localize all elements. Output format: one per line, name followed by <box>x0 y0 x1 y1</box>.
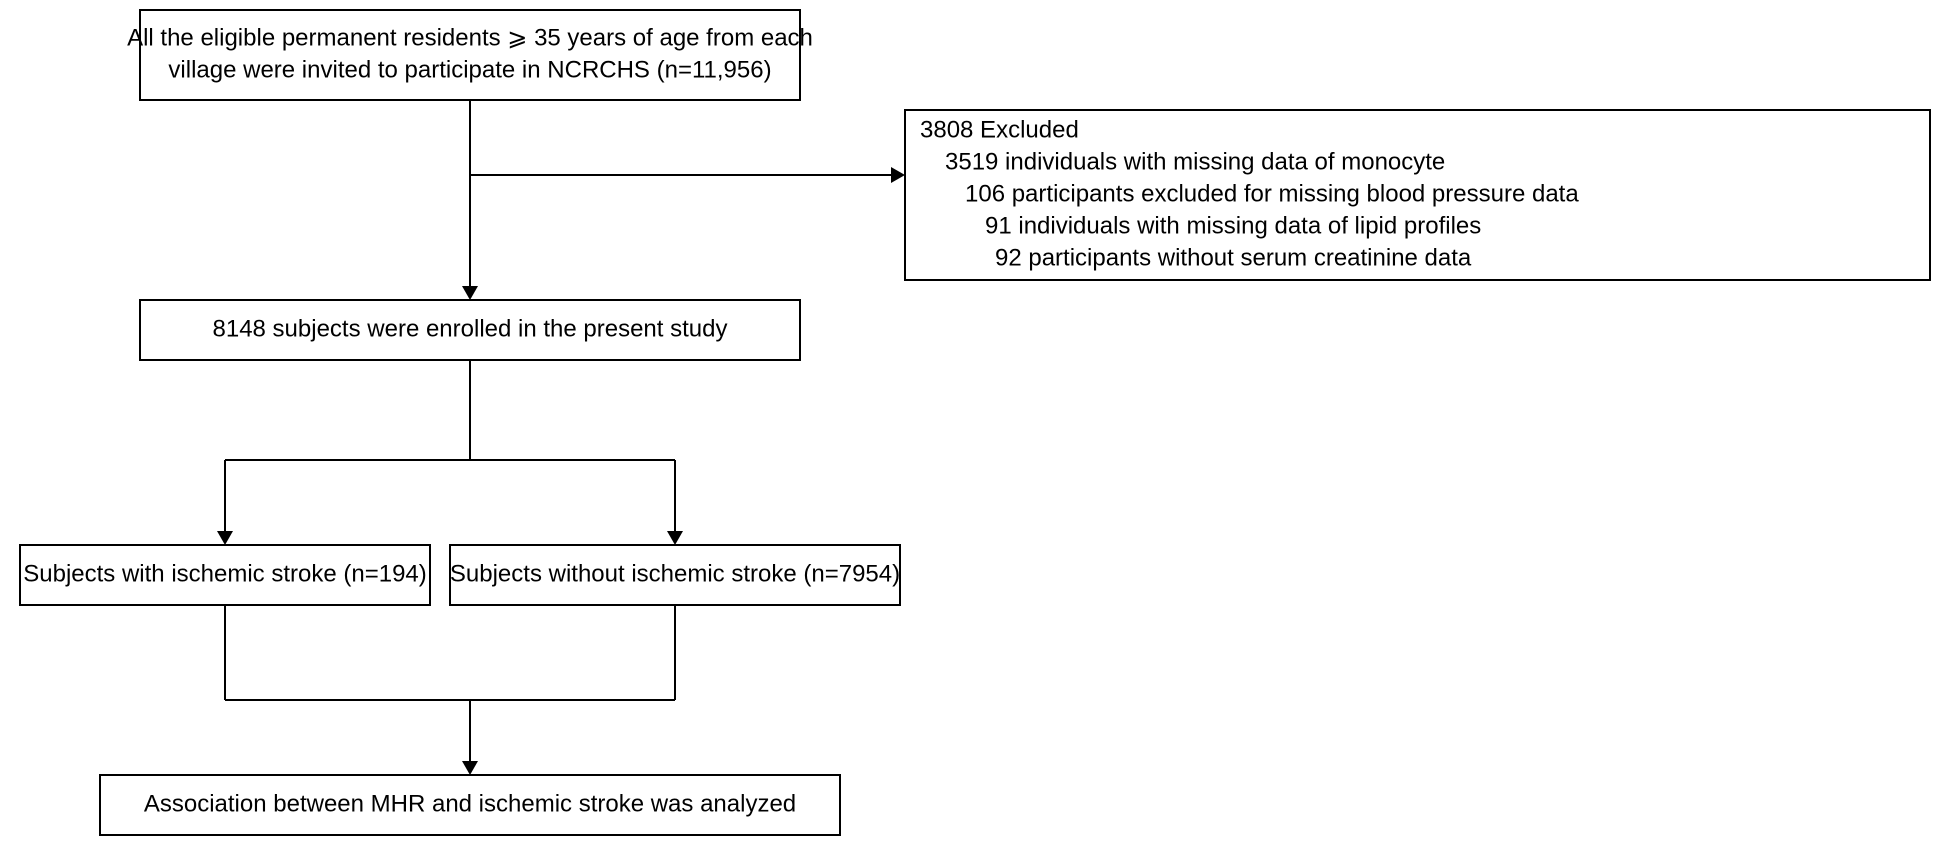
svg-text:92 participants without serum: 92 participants without serum creatinine… <box>995 244 1472 271</box>
svg-text:Subjects without ischemic stro: Subjects without ischemic stroke (n=7954… <box>450 560 900 587</box>
svg-text:All the eligible permanent res: All the eligible permanent residents ⩾ 3… <box>127 24 813 51</box>
svg-text:106 participants excluded for: 106 participants excluded for missing bl… <box>965 180 1579 207</box>
svg-text:3519 individuals with missing: 3519 individuals with missing data of mo… <box>945 148 1445 175</box>
svg-text:8148 subjects were enrolled in: 8148 subjects were enrolled in the prese… <box>213 315 728 342</box>
svg-text:91 individuals with missing da: 91 individuals with missing data of lipi… <box>985 212 1481 239</box>
svg-text:3808 Excluded: 3808 Excluded <box>920 116 1079 143</box>
svg-text:village were invited to partic: village were invited to participate in N… <box>168 56 771 83</box>
svg-text:Subjects with ischemic stroke: Subjects with ischemic stroke (n=194) <box>23 560 427 587</box>
svg-text:Association between MHR and is: Association between MHR and ischemic str… <box>144 790 796 817</box>
